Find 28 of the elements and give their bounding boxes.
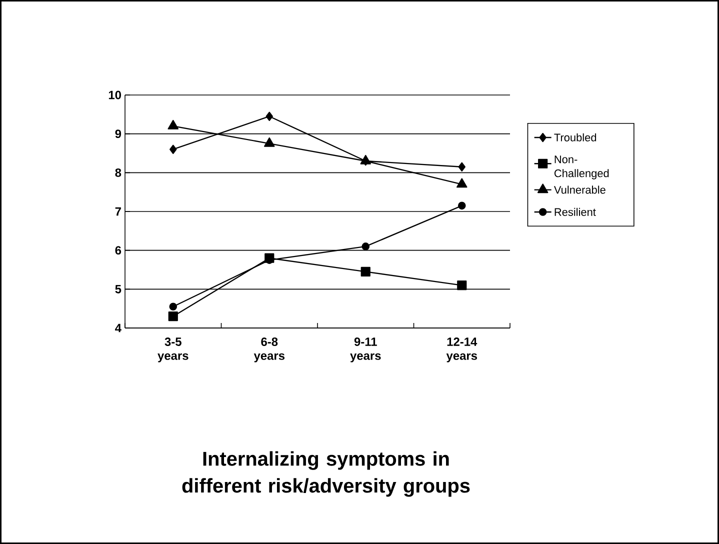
x-tick-label: 12-14 years bbox=[446, 338, 478, 362]
point bbox=[266, 112, 273, 121]
point bbox=[360, 266, 370, 276]
point bbox=[456, 178, 468, 188]
point bbox=[168, 120, 178, 130]
legend-label: Resilient bbox=[554, 208, 596, 216]
x-tick-label: 9-11 years bbox=[350, 338, 381, 362]
point bbox=[169, 302, 178, 311]
point bbox=[457, 280, 467, 290]
point bbox=[458, 162, 466, 172]
y-tick-label: 7 bbox=[115, 207, 121, 216]
y-tick-label: 6 bbox=[115, 246, 122, 255]
y-tick-label: 5 bbox=[115, 285, 122, 294]
legend-label: Vulnerable bbox=[554, 186, 606, 194]
y-tick-label: 10 bbox=[108, 90, 121, 100]
point bbox=[264, 137, 275, 147]
x-tick-label: 6-8 years bbox=[254, 338, 285, 362]
legend-label: Non-Challenged bbox=[554, 156, 609, 180]
y-tick-label: 8 bbox=[115, 168, 122, 177]
point bbox=[458, 202, 466, 210]
y-tick-label: 4 bbox=[115, 324, 122, 332]
legend-label: Troubled bbox=[554, 133, 596, 142]
text: Internalizing symptoms in different risk/adversity groups bbox=[182, 451, 470, 497]
y-tick-label: 9 bbox=[115, 130, 122, 138]
point bbox=[168, 312, 178, 322]
point bbox=[170, 144, 177, 154]
x-tick-label: 3-5 years bbox=[158, 338, 188, 362]
point bbox=[362, 242, 370, 250]
